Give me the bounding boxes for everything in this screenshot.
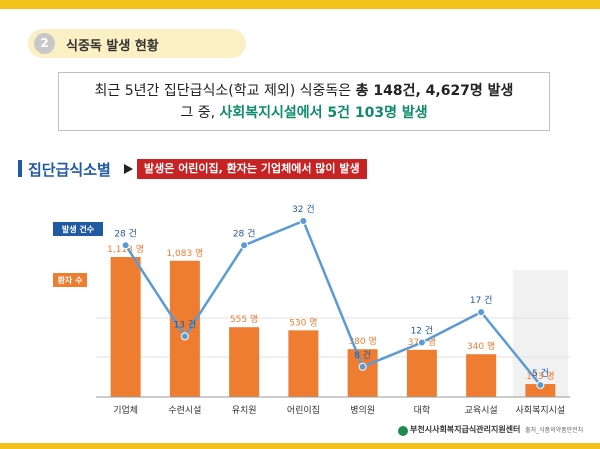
bar-value-label: 1,113 명 bbox=[107, 244, 144, 255]
summary-line-1: 최근 5년간 집단급식소(학교 제외) 식중독은 총 148건, 4,627명 … bbox=[59, 80, 549, 102]
chart-badge: 발생은 어린이집, 환자는 기업체에서 많이 발생 bbox=[137, 159, 367, 179]
line-series-path bbox=[124, 219, 542, 386]
line-value-label: 28 건 bbox=[233, 228, 256, 239]
line-value-label: 17 건 bbox=[470, 295, 493, 306]
section-title: 식중독 발생 현황 bbox=[66, 39, 159, 54]
footer-org: 부천시사회복지급식관리지원센터 bbox=[410, 425, 521, 434]
summary-text-1: 최근 5년간 집단급식소(학교 제외) 식중독은 bbox=[94, 83, 356, 99]
category-label: 유치원 bbox=[232, 404, 257, 416]
bar-value-label: 103 명 bbox=[526, 371, 554, 382]
line-value-label: 13 건 bbox=[174, 319, 197, 330]
bar-4 bbox=[347, 349, 378, 397]
line-value-label: 8 건 bbox=[354, 350, 371, 361]
category-label: 기업체 bbox=[113, 405, 138, 416]
line-point-5 bbox=[417, 338, 426, 347]
summary-box: 최근 5년간 집단급식소(학교 제외) 식중독은 총 148건, 4,627명 … bbox=[58, 72, 550, 131]
section-header: 2 식중독 발생 현황 bbox=[28, 29, 246, 58]
bar-0 bbox=[110, 257, 141, 397]
legend-line-label: 발생 건수 bbox=[62, 224, 95, 234]
summary-total: 총 148건, 4,627명 발생 bbox=[355, 83, 514, 99]
bar-1 bbox=[169, 260, 200, 397]
line-value-label: 12 건 bbox=[411, 325, 434, 336]
bar-6 bbox=[466, 354, 497, 397]
line-point-7 bbox=[536, 381, 545, 389]
highlight-column bbox=[512, 270, 568, 397]
bar-3 bbox=[288, 330, 319, 397]
bar-value-label: 555 명 bbox=[230, 314, 258, 325]
category-label: 수련시설 bbox=[168, 405, 201, 416]
chart-heading: 집단급식소별 bbox=[28, 161, 111, 179]
bar-value-label: 530 명 bbox=[289, 317, 317, 328]
summary-highlight: 사회복지시설에서 5건 103명 발생 bbox=[219, 105, 428, 121]
bar-value-label: 1,083 명 bbox=[166, 248, 203, 259]
bar-value-label: 340 명 bbox=[467, 341, 495, 352]
line-point-0 bbox=[121, 241, 130, 250]
line-point-2 bbox=[240, 241, 249, 250]
line-value-label: 28 건 bbox=[114, 228, 137, 239]
arrow-right-icon bbox=[124, 164, 133, 174]
line-value-label: 32 건 bbox=[292, 204, 315, 215]
section-number-badge: 2 bbox=[34, 33, 55, 54]
category-label: 어린이집 bbox=[287, 404, 320, 416]
line-point-4 bbox=[358, 362, 367, 371]
chart-heading-marker bbox=[18, 160, 22, 177]
footer-source: 출처_식품의약품안전처 bbox=[525, 427, 584, 434]
bar-value-label: 380 명 bbox=[348, 336, 376, 347]
summary-text-2: 그 중, bbox=[180, 105, 220, 121]
category-label: 대학 bbox=[414, 405, 431, 416]
line-value-label: 5 건 bbox=[532, 368, 549, 379]
line-point-1 bbox=[180, 332, 189, 341]
org-logo-icon bbox=[398, 426, 408, 436]
line-point-3 bbox=[299, 217, 308, 225]
category-label: 교육시설 bbox=[465, 405, 498, 416]
legend-bar-label: 환자 수 bbox=[58, 275, 84, 285]
bar-5 bbox=[406, 349, 437, 397]
legend-bar-tag bbox=[53, 273, 87, 287]
category-label: 병의원 bbox=[350, 405, 375, 416]
summary-line-2: 그 중, 사회복지시설에서 5건 103명 발생 bbox=[59, 102, 549, 124]
category-label: 사회복지시설 bbox=[516, 405, 566, 416]
top-accent-bar bbox=[0, 0, 600, 9]
bar-2 bbox=[229, 327, 260, 397]
bar-7 bbox=[525, 384, 556, 397]
legend-line-tag bbox=[53, 222, 103, 236]
bottom-accent-bar bbox=[0, 443, 600, 449]
line-point-6 bbox=[477, 308, 486, 317]
